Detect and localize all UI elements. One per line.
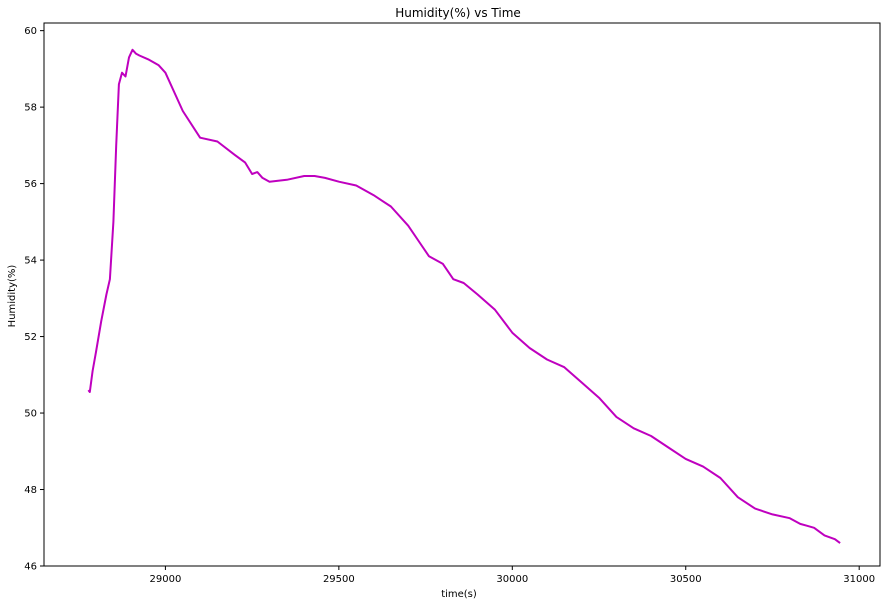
y-axis-label: Humidity(%) (7, 265, 18, 328)
y-tick-label: 58 (24, 103, 37, 114)
x-tick-label: 30500 (670, 574, 702, 585)
x-tick-label: 29000 (150, 574, 182, 585)
y-tick-label: 52 (24, 332, 37, 343)
y-tick-label: 48 (24, 485, 37, 496)
y-tick-label: 46 (24, 562, 37, 573)
y-tick-label: 50 (24, 409, 37, 420)
x-tick-label: 30000 (496, 574, 528, 585)
x-tick-label: 29500 (323, 574, 355, 585)
y-tick-label: 60 (24, 26, 37, 37)
x-axis-label: time(s) (441, 589, 477, 600)
plot-frame (43, 22, 881, 567)
y-tick-label: 54 (24, 256, 37, 267)
plot-area (87, 48, 841, 544)
chart-title: Humidity(%) vs Time (395, 6, 521, 20)
axis-ticks: 29000 29500 30000 30500 31000 46 48 50 52 54 56 58 6… (24, 26, 875, 585)
y-tick-label: 56 (24, 179, 37, 190)
series-line-0 (87, 48, 841, 544)
x-tick-label: 31000 (843, 574, 875, 585)
